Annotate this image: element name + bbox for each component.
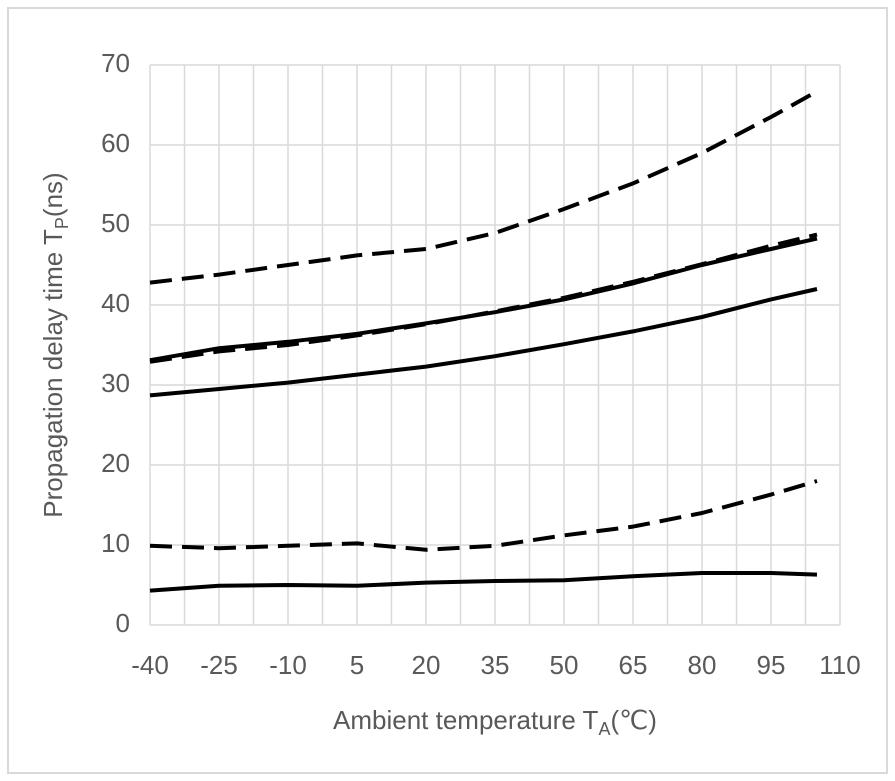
chart-frame [7,7,888,774]
series-line [149,571,818,593]
y-tick-label: 30 [101,368,130,398]
x-tick-label: 50 [550,650,579,680]
y-tick-label: 70 [101,48,130,78]
series-line [149,479,818,552]
x-axis-title: Ambient temperature TA(℃) [333,705,657,739]
y-axis-title: Propagation delay time TP(ns) [38,172,72,517]
y-tick-label: 40 [101,288,130,318]
x-tick-label: -25 [200,650,238,680]
y-axis-title-sub: P [52,217,72,229]
x-tick-label: -10 [269,650,307,680]
x-tick-label: 80 [688,650,717,680]
x-tick-label: 5 [350,650,364,680]
y-tick-label: 0 [116,608,130,638]
y-axis-title-text: Propagation delay time T [38,229,68,518]
x-tick-label: -40 [131,650,169,680]
x-axis-title-text: Ambient temperature T [333,705,599,735]
x-tick-label: 110 [819,650,860,680]
y-tick-label: 50 [101,208,130,238]
x-tick-label: 65 [619,650,648,680]
x-axis-title-after: (℃) [610,705,657,735]
x-tick-label: 95 [757,650,786,680]
series-line [149,287,818,398]
series-line [149,232,818,364]
y-tick-label: 10 [101,528,130,558]
x-axis-title-sub: A [598,719,610,739]
series-line [149,89,818,285]
y-tick-label: 60 [101,128,130,158]
y-tick-label: 20 [101,448,130,478]
x-tick-label: 20 [412,650,441,680]
y-axis-title-after: (ns) [38,172,68,217]
x-tick-label: 35 [481,650,510,680]
